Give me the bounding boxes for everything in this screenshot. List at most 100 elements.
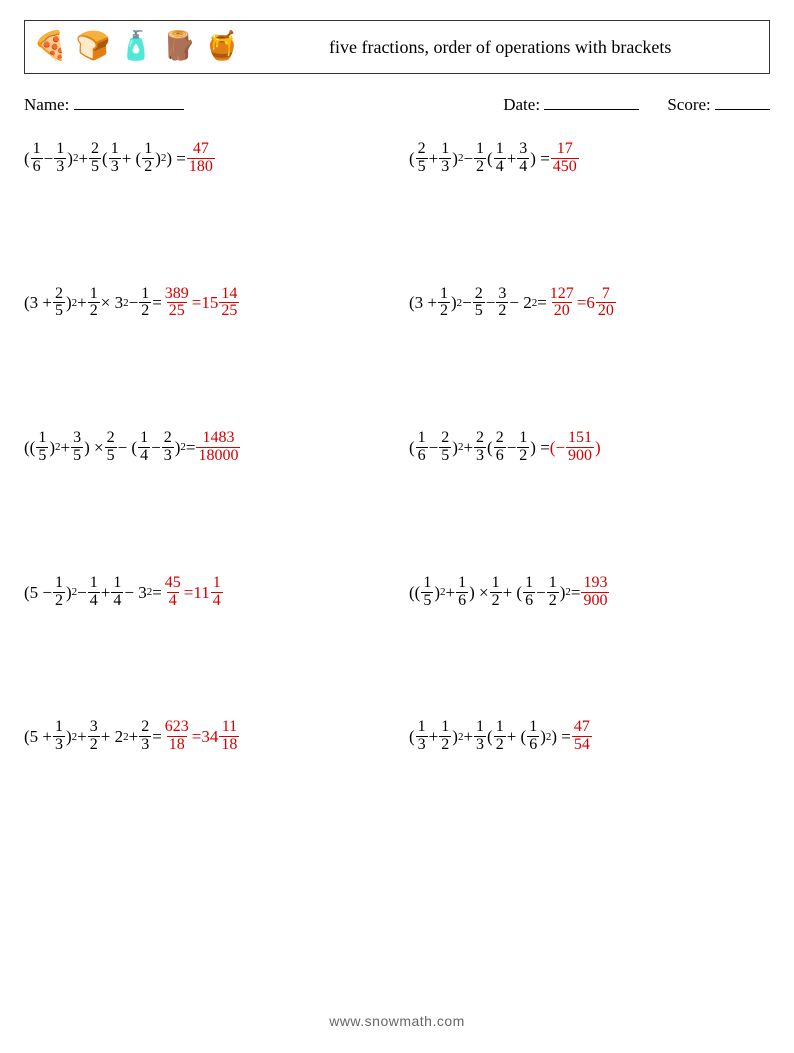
problem-5: ((15)2 + 35) × 25 − (14 − 23)2 = 1483180… xyxy=(24,430,385,465)
expr-text: ( xyxy=(409,728,415,745)
expr-text: = xyxy=(152,728,162,745)
expr-text: + xyxy=(61,439,71,456)
expr-text: ) = xyxy=(530,439,550,456)
expr-text: × 3 xyxy=(101,294,123,311)
fraction: 4754 xyxy=(572,719,592,754)
expr-text: + ( xyxy=(122,150,142,167)
name-label: Name: xyxy=(24,95,69,114)
fraction: 16 xyxy=(527,719,539,754)
fraction: 12 xyxy=(517,430,529,465)
fraction: 15 xyxy=(36,430,48,465)
fraction: 17450 xyxy=(551,141,579,176)
expr-text: = xyxy=(537,294,547,311)
expr-text: (( xyxy=(24,439,35,456)
expr-text: ) × xyxy=(84,439,104,456)
expr-text: − xyxy=(129,294,139,311)
bottle-icon: 🧴 xyxy=(119,33,154,61)
fraction: 62318 xyxy=(163,719,191,754)
fraction: 26 xyxy=(494,430,506,465)
name-blank[interactable] xyxy=(74,92,184,110)
fraction: 720 xyxy=(596,286,616,321)
fraction: 1118 xyxy=(219,719,239,754)
fraction: 38925 xyxy=(163,286,191,321)
date-label: Date: xyxy=(503,95,540,114)
fraction: 12 xyxy=(88,286,100,321)
expr-text: + xyxy=(77,728,87,745)
expr-text: ) × xyxy=(469,584,489,601)
fraction: 13 xyxy=(109,141,121,176)
expr-text: ( xyxy=(24,150,30,167)
problem-9: (5 + 13)2 + 32 + 22 + 23 = 62318 = 34111… xyxy=(24,719,385,754)
expr-text: = xyxy=(577,294,587,311)
fraction: 12720 xyxy=(548,286,576,321)
date-blank[interactable] xyxy=(544,92,639,110)
fraction: 12 xyxy=(490,575,502,610)
fraction: 12 xyxy=(438,286,450,321)
footer-url: www.snowmath.com xyxy=(0,1013,794,1029)
problem-4: (3 + 12)2 − 25 − 32 − 22 = 12720 = 6720 xyxy=(409,286,770,321)
expr-text: + ( xyxy=(503,584,523,601)
expr-text: = xyxy=(186,439,196,456)
expr-text: − 2 xyxy=(509,294,531,311)
fraction: 12 xyxy=(547,575,559,610)
expr-text: − xyxy=(486,294,496,311)
expr-text: = xyxy=(152,584,162,601)
expr-text: − 3 xyxy=(124,584,146,601)
fraction: 13 xyxy=(54,141,66,176)
fraction: 23 xyxy=(139,719,151,754)
expr-text: + xyxy=(78,150,88,167)
meta-row: Name: Date: Score: xyxy=(24,92,770,115)
fraction: 193900 xyxy=(581,575,609,610)
expr-text: ( xyxy=(487,439,493,456)
expr-text: + xyxy=(129,728,139,745)
fraction: 12 xyxy=(474,141,486,176)
jar-icon: 🍯 xyxy=(205,33,240,61)
expr-text: + ( xyxy=(507,728,527,745)
expr-text: + 2 xyxy=(101,728,123,745)
expr-text: ) xyxy=(66,584,72,601)
fraction: 25 xyxy=(473,286,485,321)
expr-text: = xyxy=(192,728,202,745)
expr-text: ) xyxy=(595,439,601,456)
fraction: 14 xyxy=(138,430,150,465)
mixed-number: 6720 xyxy=(586,286,617,321)
fraction: 13 xyxy=(439,141,451,176)
expr-text: ( xyxy=(102,150,108,167)
mixed-number: 151425 xyxy=(201,286,240,321)
bread-icon: 🍞 xyxy=(76,33,111,61)
expr-text: = xyxy=(184,584,194,601)
header-icons: 🍕 🍞 🧴 🪵 🍯 xyxy=(33,33,239,61)
fraction: 12 xyxy=(494,719,506,754)
score-blank[interactable] xyxy=(715,92,770,110)
fraction: 14 xyxy=(88,575,100,610)
fraction: 13 xyxy=(474,719,486,754)
problem-8: ((15)2 + 16) × 12 + (16 − 12)2 = 193900 xyxy=(409,575,770,610)
fraction: 25 xyxy=(439,430,451,465)
fraction: 12 xyxy=(439,719,451,754)
fraction: 14 xyxy=(494,141,506,176)
expr-text: ) xyxy=(451,294,457,311)
expr-text: + xyxy=(101,584,111,601)
expr-text: ( xyxy=(487,728,493,745)
expr-text: − xyxy=(463,150,473,167)
problem-6: (16 − 25)2 + 23(26 − 12) = (−151900) xyxy=(409,430,770,465)
expr-text: (5 − xyxy=(24,584,52,601)
expr-text: − xyxy=(536,584,546,601)
fraction: 151900 xyxy=(566,430,594,465)
expr-text: − xyxy=(151,439,161,456)
fraction: 16 xyxy=(523,575,535,610)
fraction: 15 xyxy=(421,575,433,610)
expr-text: ) xyxy=(66,294,72,311)
worksheet-title: five fractions, order of operations with… xyxy=(239,37,761,58)
expr-text: − xyxy=(507,439,517,456)
fraction: 23 xyxy=(474,430,486,465)
expr-text: − xyxy=(462,294,472,311)
problem-2: (25 + 13)2 − 12(14 + 34) = 17450 xyxy=(409,141,770,176)
expr-text: ) = xyxy=(551,728,571,745)
expr-text: ( xyxy=(409,150,415,167)
expr-text: − xyxy=(429,439,439,456)
expr-text: + xyxy=(463,439,473,456)
fraction: 32 xyxy=(88,719,100,754)
pizza-icon: 🍕 xyxy=(33,33,68,61)
problem-7: (5 − 12)2 − 14 + 14 − 32 = 454 = 1114 xyxy=(24,575,385,610)
